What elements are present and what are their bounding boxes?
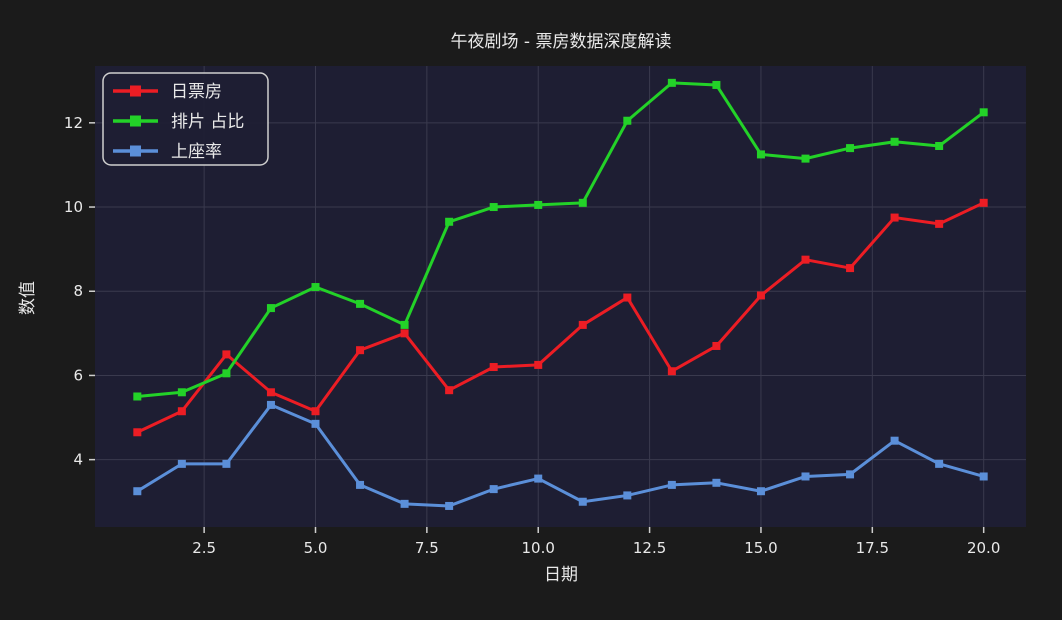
series-marker-1 [445,217,454,226]
series-marker-1 [979,108,988,117]
x-tick-label: 5.0 [304,539,328,557]
series-marker-2 [801,472,810,481]
series-marker-2 [534,474,543,483]
series-marker-0 [534,360,543,369]
y-axis-label: 数值 [18,281,38,315]
series-marker-2 [667,480,676,489]
x-tick-label: 15.0 [744,539,777,557]
series-marker-2 [266,400,275,409]
series-marker-0 [667,367,676,376]
y-tick-label: 10 [64,198,83,216]
gridlines [95,66,1026,527]
x-tick-label: 10.0 [522,539,555,557]
series-marker-0 [445,386,454,395]
series-marker-0 [311,407,320,416]
series-marker-0 [177,407,186,416]
series-marker-2 [578,497,587,506]
x-tick-label: 2.5 [192,539,216,557]
legend-label-2: 上座率 [171,142,222,162]
chart-title: 午夜剧场 - 票房数据深度解读 [451,32,672,52]
series-marker-0 [400,329,409,338]
series-marker-2 [356,480,365,489]
axes: 2.5 5.0 7.5 10.0 12.5 15.0 17.5 20.0 4 6 8 10 12 [64,114,1000,557]
series-line-0 [135,201,986,434]
series-marker-0 [935,219,944,228]
legend-marker-0 [130,85,141,97]
x-tick-label: 17.5 [856,539,889,557]
series-marker-2 [133,487,142,496]
x-axis-label: 日期 [544,565,578,585]
series-marker-2 [890,436,899,445]
series-marker-2 [489,485,498,494]
series-marker-0 [801,255,810,264]
series-marker-0 [979,198,988,207]
series-marker-0 [489,363,498,372]
series-marker-1 [489,203,498,212]
series-marker-0 [133,428,142,437]
x-tick-label: 7.5 [415,539,439,557]
y-tick-label: 4 [73,451,83,469]
series-marker-0 [356,346,365,355]
series-marker-0 [266,388,275,397]
data-series [133,78,988,510]
series-marker-1 [177,388,186,397]
series-marker-2 [712,478,721,487]
series-marker-2 [623,491,632,500]
series-marker-0 [712,341,721,350]
series-marker-1 [801,154,810,163]
x-tick-label: 12.5 [633,539,666,557]
y-tick-label: 8 [73,282,83,300]
series-marker-2 [311,419,320,428]
series-marker-1 [266,304,275,313]
y-tick-label: 6 [73,366,83,384]
series-marker-1 [400,320,409,329]
series-marker-1 [890,137,899,146]
series-marker-2 [846,470,855,479]
y-tick-label: 12 [64,114,83,132]
series-marker-0 [623,293,632,302]
series-line-2 [135,403,986,508]
legend-label-1: 排片 占比 [171,112,244,132]
legend-box [102,72,269,166]
series-marker-2 [756,487,765,496]
series-marker-2 [222,459,231,468]
series-marker-1 [846,144,855,153]
series-marker-1 [534,200,543,209]
legend-marker-2 [130,145,141,157]
series-marker-0 [222,350,231,359]
legend-marker-1 [130,115,141,127]
series-marker-0 [846,264,855,273]
series-marker-1 [578,198,587,207]
series-marker-2 [935,459,944,468]
series-marker-1 [756,150,765,159]
series-marker-1 [712,80,721,89]
series-marker-1 [623,116,632,125]
series-marker-0 [578,320,587,329]
series-marker-2 [177,459,186,468]
series-marker-2 [445,501,454,510]
series-line-1 [135,81,986,398]
series-marker-0 [756,291,765,300]
series-marker-1 [667,78,676,87]
x-tick-label: 20.0 [967,539,1000,557]
legend-label-0: 日票房 [171,82,222,102]
series-marker-1 [133,392,142,401]
series-marker-1 [935,141,944,150]
series-marker-2 [400,499,409,508]
series-marker-0 [890,213,899,222]
series-marker-2 [979,472,988,481]
series-marker-1 [222,369,231,378]
series-marker-1 [356,299,365,308]
series-marker-1 [311,283,320,292]
